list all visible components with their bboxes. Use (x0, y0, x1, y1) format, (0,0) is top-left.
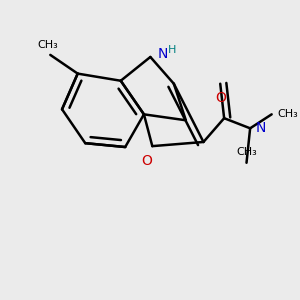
Text: CH₃: CH₃ (277, 109, 298, 119)
Text: CH₃: CH₃ (37, 40, 58, 50)
Text: N: N (256, 121, 266, 135)
Text: CH₃: CH₃ (236, 147, 257, 158)
Text: N: N (157, 47, 168, 61)
Text: H: H (168, 44, 176, 55)
Text: O: O (215, 91, 226, 105)
Text: O: O (141, 154, 152, 168)
